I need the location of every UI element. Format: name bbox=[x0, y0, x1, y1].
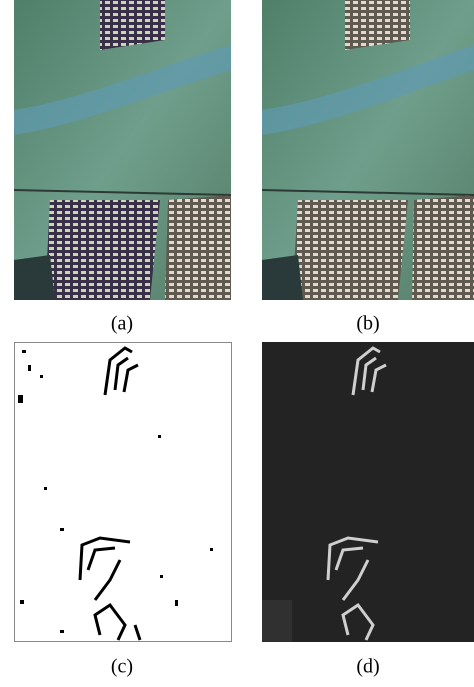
residential bbox=[165, 195, 231, 300]
residential bbox=[412, 195, 474, 300]
panel-c bbox=[15, 343, 232, 642]
image-background bbox=[262, 342, 474, 642]
panel-b bbox=[262, 0, 474, 300]
panel-label: (c) bbox=[111, 656, 133, 678]
residential bbox=[292, 200, 408, 300]
panel-label: (b) bbox=[356, 313, 379, 335]
noise-area bbox=[262, 600, 292, 642]
panel-a bbox=[14, 0, 231, 300]
page: {"panels": [{"label": "(a)"}, {"label": … bbox=[0, 0, 474, 687]
panel-label: (a) bbox=[111, 313, 133, 335]
figure: (a) (b) (c) (d) bbox=[0, 0, 474, 687]
dark-area bbox=[262, 255, 303, 300]
panel-label: (d) bbox=[356, 656, 379, 678]
dark-area bbox=[14, 255, 55, 300]
residential bbox=[45, 200, 160, 300]
image-background bbox=[15, 343, 232, 642]
panel-d bbox=[262, 342, 474, 642]
